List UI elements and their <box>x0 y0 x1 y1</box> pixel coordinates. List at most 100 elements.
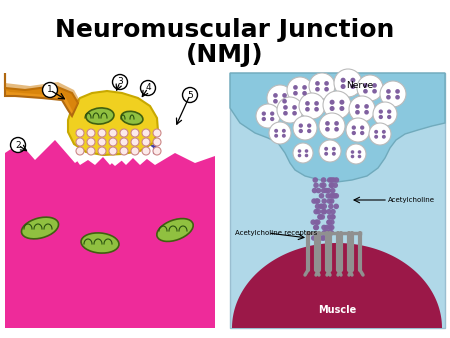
Circle shape <box>315 198 320 204</box>
Circle shape <box>298 154 302 157</box>
Circle shape <box>331 177 337 183</box>
Text: Acetylcholine receptors: Acetylcholine receptors <box>235 230 317 236</box>
Circle shape <box>314 101 319 106</box>
Circle shape <box>153 138 161 146</box>
Circle shape <box>330 193 336 199</box>
Circle shape <box>332 152 336 156</box>
Text: (NMJ): (NMJ) <box>186 43 264 67</box>
Circle shape <box>341 78 346 83</box>
Circle shape <box>351 150 354 154</box>
Circle shape <box>311 198 317 204</box>
Circle shape <box>261 117 266 121</box>
Circle shape <box>351 125 356 130</box>
Circle shape <box>395 89 400 94</box>
Polygon shape <box>5 73 80 112</box>
Circle shape <box>315 203 320 209</box>
Circle shape <box>319 140 341 162</box>
Circle shape <box>357 75 383 101</box>
Circle shape <box>355 110 360 115</box>
Circle shape <box>334 127 339 131</box>
Circle shape <box>334 121 339 126</box>
Circle shape <box>131 138 139 146</box>
Circle shape <box>112 74 127 90</box>
Circle shape <box>120 129 128 137</box>
Circle shape <box>395 95 400 100</box>
Text: 2: 2 <box>15 141 21 149</box>
Circle shape <box>76 138 84 146</box>
Circle shape <box>324 230 329 236</box>
Circle shape <box>327 177 333 183</box>
Circle shape <box>321 198 327 204</box>
Polygon shape <box>5 73 78 116</box>
Circle shape <box>360 125 364 130</box>
Circle shape <box>293 91 298 96</box>
Circle shape <box>329 219 335 225</box>
Circle shape <box>273 99 278 103</box>
Circle shape <box>372 89 377 94</box>
Text: Nerve: Nerve <box>346 80 374 90</box>
Circle shape <box>315 235 321 241</box>
Ellipse shape <box>81 233 119 253</box>
Circle shape <box>351 78 356 83</box>
Circle shape <box>378 115 383 119</box>
Circle shape <box>355 104 360 109</box>
Circle shape <box>153 129 161 137</box>
Circle shape <box>298 149 302 153</box>
Circle shape <box>299 129 303 133</box>
Circle shape <box>256 104 280 128</box>
Circle shape <box>318 203 324 209</box>
Circle shape <box>307 129 311 133</box>
Circle shape <box>76 129 84 137</box>
Circle shape <box>120 138 128 146</box>
Circle shape <box>329 214 335 220</box>
Circle shape <box>321 188 326 193</box>
Circle shape <box>321 230 327 236</box>
Circle shape <box>330 214 336 220</box>
Circle shape <box>378 110 383 114</box>
Circle shape <box>274 129 278 133</box>
Circle shape <box>183 88 198 102</box>
Circle shape <box>153 147 161 155</box>
Circle shape <box>325 121 330 126</box>
Circle shape <box>305 107 310 112</box>
Circle shape <box>302 91 307 96</box>
Circle shape <box>372 83 377 88</box>
Circle shape <box>386 89 391 94</box>
Circle shape <box>287 77 313 103</box>
Circle shape <box>292 111 297 116</box>
Circle shape <box>261 112 266 116</box>
Circle shape <box>274 134 278 138</box>
Polygon shape <box>68 91 158 155</box>
Polygon shape <box>230 243 445 328</box>
Circle shape <box>273 93 278 98</box>
Circle shape <box>326 219 332 225</box>
Circle shape <box>326 209 332 214</box>
Circle shape <box>324 230 329 236</box>
Circle shape <box>283 105 288 110</box>
Circle shape <box>323 91 351 119</box>
Circle shape <box>270 112 274 116</box>
Circle shape <box>324 81 329 86</box>
Circle shape <box>324 235 329 241</box>
Circle shape <box>321 177 326 183</box>
Circle shape <box>267 85 293 111</box>
Text: 3: 3 <box>117 77 123 87</box>
Circle shape <box>341 84 346 89</box>
Circle shape <box>269 122 291 144</box>
Ellipse shape <box>22 217 58 239</box>
Circle shape <box>363 89 368 94</box>
Circle shape <box>293 116 317 140</box>
Circle shape <box>339 100 344 105</box>
Text: 1: 1 <box>47 86 53 95</box>
Circle shape <box>313 209 319 214</box>
Circle shape <box>317 214 323 220</box>
Polygon shape <box>230 73 445 182</box>
Circle shape <box>333 193 339 199</box>
Circle shape <box>339 106 344 111</box>
Circle shape <box>109 129 117 137</box>
Circle shape <box>302 85 307 90</box>
Circle shape <box>313 225 319 230</box>
Circle shape <box>382 135 386 139</box>
Circle shape <box>324 147 328 151</box>
Circle shape <box>326 230 332 236</box>
